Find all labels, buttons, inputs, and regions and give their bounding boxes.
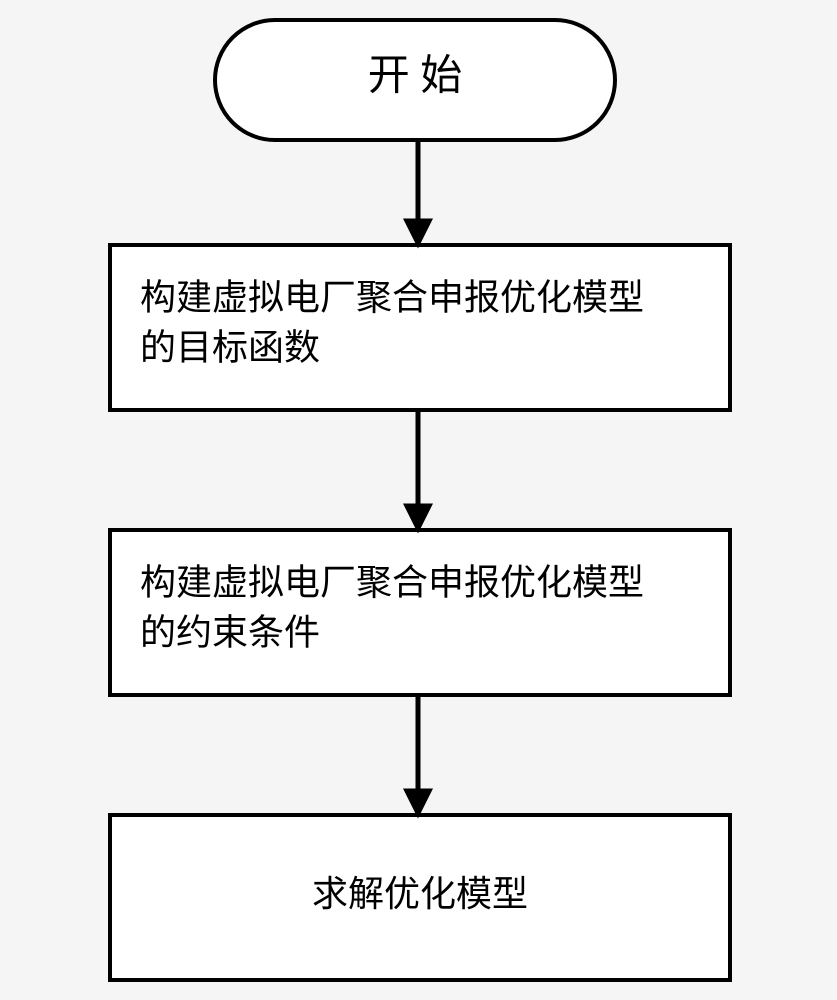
- flowchart-node-start: 开 始: [215, 20, 615, 140]
- node-text: 的约束条件: [140, 612, 320, 652]
- flowchart-node-step1: 构建虚拟电厂聚合申报优化模型的目标函数: [110, 245, 730, 410]
- node-text: 求解优化模型: [312, 874, 528, 914]
- flowchart-node-step3: 求解优化模型: [110, 815, 730, 980]
- node-text: 构建虚拟电厂聚合申报优化模型: [140, 562, 644, 602]
- flowchart: 开 始构建虚拟电厂聚合申报优化模型的目标函数构建虚拟电厂聚合申报优化模型的约束条…: [0, 0, 837, 1000]
- node-text: 构建虚拟电厂聚合申报优化模型: [140, 277, 644, 317]
- node-text: 的目标函数: [140, 327, 320, 367]
- node-text: 开 始: [368, 54, 463, 100]
- flowchart-node-step2: 构建虚拟电厂聚合申报优化模型的约束条件: [110, 530, 730, 695]
